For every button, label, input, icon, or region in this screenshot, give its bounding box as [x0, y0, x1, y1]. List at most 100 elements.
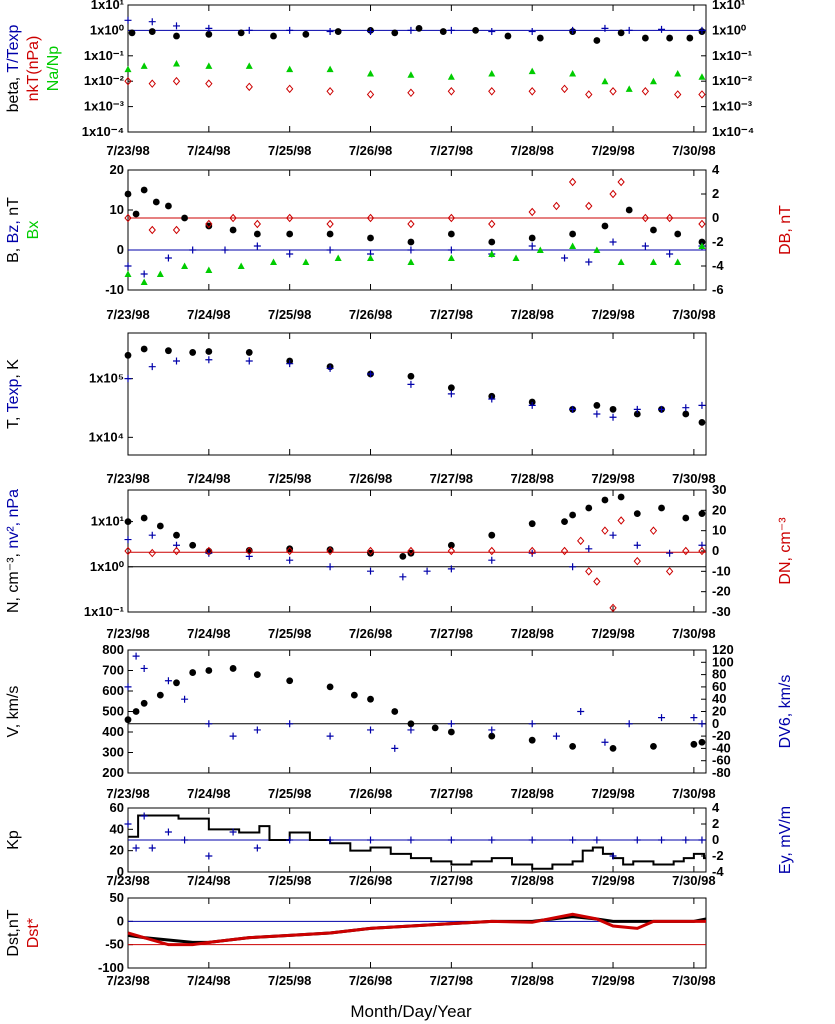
- x-tick-label: 7/25/98: [268, 973, 311, 988]
- data-point: [633, 510, 641, 518]
- x-tick-label: 7/24/98: [187, 307, 230, 322]
- data-point: [140, 278, 148, 285]
- y-tick-label-left: -100: [98, 960, 124, 975]
- data-point: [172, 76, 181, 86]
- data-point: [593, 37, 601, 44]
- x-tick-label: 7/28/98: [511, 307, 554, 322]
- data-point: [698, 242, 706, 249]
- series-1: [127, 912, 706, 947]
- data-point: [286, 84, 294, 94]
- x-tick-label: 7/23/98: [106, 307, 149, 322]
- data-point: [148, 363, 156, 371]
- y-axis-label-left-part: Texp: [5, 378, 22, 412]
- x-tick-label: 7/23/98: [106, 786, 149, 801]
- data-point: [415, 24, 423, 32]
- data-point: [609, 87, 617, 96]
- y-tick-label-right: -6: [712, 282, 724, 297]
- data-point: [641, 213, 650, 223]
- y-tick-label-right: -20: [712, 584, 731, 599]
- y-tick-label-left: -50: [105, 937, 124, 952]
- x-tick-label: 7/30/98: [672, 873, 715, 888]
- y-axis-label-left: Kp: [5, 830, 22, 850]
- panel-velocity: 800700600500400300200120100806040200-20-…: [5, 642, 794, 801]
- data-point: [560, 84, 569, 94]
- data-point: [391, 708, 399, 715]
- data-point: [229, 213, 237, 223]
- data-point: [682, 410, 690, 418]
- series-3: [124, 76, 706, 99]
- data-point: [253, 671, 261, 678]
- x-tick-label: 7/24/98: [187, 143, 230, 158]
- y-tick-label-right: 60: [712, 679, 726, 694]
- y-tick-label-right: 4: [712, 800, 720, 815]
- y-axis-label-left-part: , K: [5, 359, 22, 379]
- data-point: [205, 546, 213, 556]
- data-point: [286, 836, 294, 844]
- x-tick-label: 7/27/98: [430, 973, 473, 988]
- x-tick-label: 7/28/98: [511, 873, 554, 888]
- data-point: [326, 219, 334, 229]
- data-point: [666, 34, 674, 42]
- data-point: [423, 567, 431, 575]
- data-point: [488, 836, 496, 844]
- data-point: [617, 29, 625, 37]
- y-tick-label-left: 0: [117, 864, 124, 879]
- data-point: [221, 246, 229, 254]
- data-point: [601, 77, 609, 85]
- data-point: [641, 87, 650, 96]
- x-tick-label: 7/28/98: [511, 786, 554, 801]
- data-point: [658, 405, 666, 413]
- series-1: [124, 531, 706, 581]
- data-point: [504, 32, 512, 40]
- x-tick-label: 7/24/98: [187, 873, 230, 888]
- data-point: [488, 395, 496, 403]
- data-point: [528, 736, 536, 744]
- panel-density_pressure: 1x10¹ 1x10⁰ 1x10⁻¹ 30 20 10 0 -10 -20 -30 N, cm⁻³,…: [5, 482, 794, 641]
- x-tick-label: 7/30/98: [672, 471, 715, 486]
- x-tick-label: 7/23/98: [106, 626, 149, 641]
- data-point: [658, 714, 666, 722]
- y-tick-label-right: 4: [712, 162, 720, 177]
- data-point: [164, 828, 172, 836]
- data-point: [140, 664, 148, 672]
- data-point: [407, 246, 415, 254]
- data-point: [148, 225, 156, 235]
- data-point: [674, 230, 682, 238]
- y-axis-label-left-part: nv², nPa: [5, 489, 22, 549]
- y-axis-label-left-part: B,: [5, 243, 22, 263]
- y-tick-label-right: 0: [712, 832, 719, 847]
- data-point: [399, 552, 407, 560]
- data-point: [205, 549, 213, 557]
- panel-frame: [127, 897, 707, 969]
- y-tick-label-left: 300: [102, 745, 124, 760]
- data-point: [528, 87, 536, 96]
- data-point: [205, 266, 213, 273]
- data-point: [682, 514, 690, 522]
- data-point: [609, 603, 617, 613]
- y-tick-label-left: 0: [117, 913, 124, 928]
- x-tick-label: 7/27/98: [430, 873, 473, 888]
- data-point: [488, 546, 496, 556]
- data-point: [124, 270, 132, 277]
- data-point: [205, 667, 213, 674]
- data-point: [148, 531, 156, 539]
- data-point: [407, 238, 415, 246]
- data-point: [140, 186, 148, 194]
- data-point: [682, 836, 690, 844]
- data-point: [173, 59, 181, 67]
- y-tick-label-right: 20: [712, 704, 726, 719]
- data-point: [326, 563, 334, 571]
- y-tick-label-left: 10: [110, 202, 124, 217]
- y-axis-label-left-part: Dst,nT: [5, 909, 22, 956]
- series-0: [124, 345, 706, 426]
- y-tick-label-right: 0: [712, 716, 719, 731]
- data-point: [253, 726, 261, 734]
- series-1: [124, 356, 706, 421]
- data-point: [698, 510, 706, 518]
- data-point: [367, 254, 375, 261]
- data-point: [205, 852, 213, 860]
- y-axis-label-left-part: beta,: [5, 73, 22, 113]
- y-tick-label-left: 500: [102, 704, 124, 719]
- x-tick-label: 7/23/98: [106, 973, 149, 988]
- data-point: [366, 90, 375, 99]
